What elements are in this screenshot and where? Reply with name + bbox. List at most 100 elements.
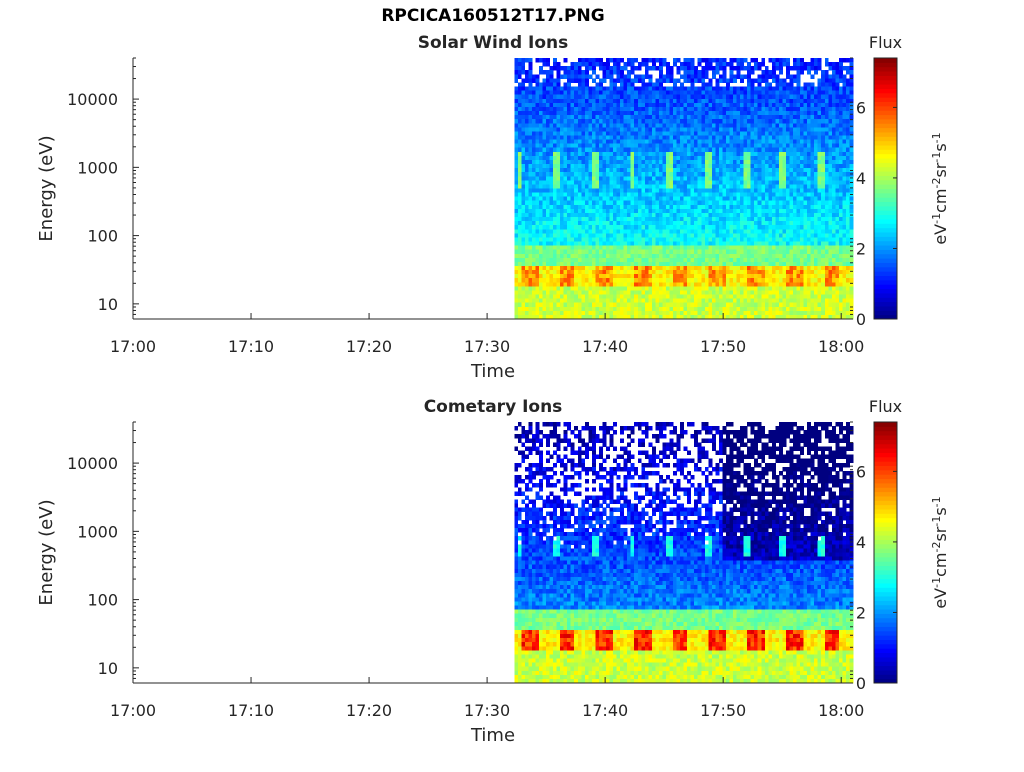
heatmap-cell	[648, 123, 653, 128]
heatmap-cell	[598, 151, 603, 157]
heatmap-cell	[574, 135, 579, 140]
heatmap-cell	[796, 123, 801, 128]
heatmap-cell	[546, 86, 550, 92]
heatmap-cell	[687, 90, 692, 96]
heatmap-cell	[694, 196, 699, 202]
heatmap-cell	[658, 78, 663, 83]
heatmap-cell	[662, 147, 667, 153]
heatmap-cell	[683, 302, 688, 308]
heatmap-cell	[750, 233, 755, 238]
heatmap-cell	[581, 282, 586, 287]
heatmap-cell	[694, 294, 699, 300]
heatmap-cell	[574, 168, 579, 173]
heatmap-cell	[588, 282, 593, 287]
heatmap-cell	[708, 270, 713, 275]
heatmap-cell	[683, 155, 688, 161]
heatmap-cell	[609, 245, 614, 251]
heatmap-cell	[697, 241, 702, 246]
heatmap-cell	[662, 310, 667, 316]
heatmap-cell	[793, 78, 797, 83]
heatmap-cell	[591, 155, 596, 161]
heatmap-cell	[634, 302, 639, 308]
heatmap-cell	[662, 168, 667, 173]
heatmap-cell	[644, 253, 649, 259]
heatmap-cell	[528, 196, 533, 202]
heatmap-cell	[694, 261, 699, 267]
heatmap-cell	[764, 139, 769, 145]
heatmap-cell	[560, 135, 565, 140]
heatmap-cell	[771, 261, 776, 267]
heatmap-cell	[718, 253, 723, 259]
heatmap-cell	[680, 196, 685, 202]
heatmap-cell	[676, 306, 681, 312]
heatmap-cell	[598, 314, 603, 320]
heatmap-cell	[694, 131, 699, 136]
heatmap-cell	[771, 208, 776, 214]
heatmap-cell	[609, 82, 614, 87]
heatmap-cell	[531, 176, 536, 181]
heatmap-cell	[584, 196, 589, 202]
heatmap-cell	[620, 225, 625, 230]
heatmap-cell	[669, 265, 674, 271]
heatmap-cell	[651, 94, 656, 100]
heatmap-cell	[793, 314, 797, 320]
heatmap-cell	[546, 261, 550, 267]
heatmap-cell	[577, 70, 582, 75]
heatmap-cell	[789, 111, 794, 116]
heatmap-cell	[782, 164, 787, 169]
heatmap-cell	[616, 155, 621, 161]
heatmap-cell	[644, 217, 649, 222]
heatmap-cell	[570, 94, 575, 100]
heatmap-cell	[577, 90, 582, 96]
heatmap-cell	[605, 98, 610, 104]
heatmap-cell	[535, 119, 540, 124]
heatmap-cell	[598, 184, 603, 189]
heatmap-cell	[605, 221, 610, 226]
heatmap-cell	[764, 245, 769, 251]
heatmap-cell	[542, 261, 547, 267]
heatmap-cell	[680, 270, 685, 275]
heatmap-cell	[662, 151, 667, 157]
heatmap-cell	[531, 78, 536, 83]
heatmap-cell	[662, 229, 667, 234]
heatmap-cell	[743, 257, 748, 263]
heatmap-cell	[690, 106, 695, 112]
heatmap-cell	[725, 274, 730, 279]
heatmap-cell	[676, 168, 681, 173]
heatmap-cell	[669, 233, 674, 238]
heatmap-cell	[528, 310, 533, 316]
heatmap-cell	[609, 119, 614, 124]
heatmap-cell	[521, 225, 526, 230]
heatmap-cell	[651, 119, 656, 124]
heatmap-cell	[754, 196, 759, 202]
heatmap-cell	[528, 62, 533, 67]
heatmap-cell	[609, 221, 614, 226]
heatmap-cell	[546, 168, 550, 173]
heatmap-cell	[584, 98, 589, 104]
heatmap-cell	[662, 159, 667, 165]
heatmap-cell	[620, 123, 625, 128]
heatmap-cell	[613, 155, 617, 161]
heatmap-cell	[711, 245, 716, 251]
heatmap-cell	[658, 278, 663, 283]
heatmap-cell	[683, 225, 688, 230]
heatmap-cell	[782, 249, 787, 255]
heatmap-cell	[789, 253, 794, 259]
heatmap-cell	[524, 221, 529, 226]
heatmap-cell	[775, 115, 780, 120]
heatmap-cell	[789, 286, 794, 291]
heatmap-cell	[577, 270, 582, 275]
heatmap-cell	[514, 257, 519, 263]
heatmap-cell	[778, 66, 783, 71]
heatmap-cell	[528, 139, 533, 145]
heatmap-cell	[563, 212, 568, 218]
heatmap-cell	[701, 278, 706, 283]
heatmap-cell	[567, 78, 572, 83]
heatmap-cell	[704, 127, 709, 132]
heatmap-cell	[669, 155, 674, 161]
heatmap-cell	[754, 200, 759, 206]
heatmap-cell	[542, 245, 547, 251]
heatmap-cell	[697, 115, 702, 120]
heatmap-cell	[665, 261, 670, 267]
heatmap-cell	[683, 278, 688, 283]
